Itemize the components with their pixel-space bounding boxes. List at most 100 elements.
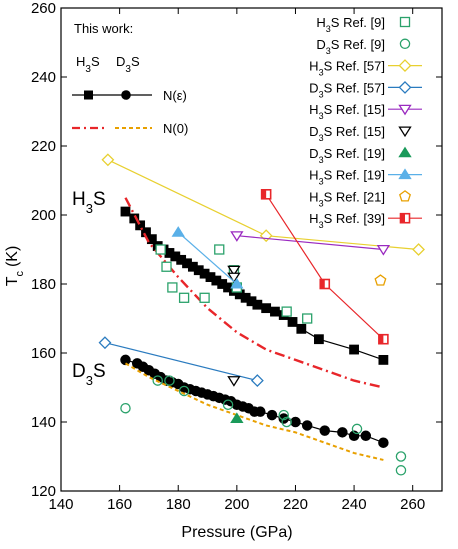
data-point	[314, 334, 324, 345]
series-ref-8	[230, 231, 391, 256]
data-point	[301, 420, 313, 431]
x-tick-label: 160	[107, 496, 132, 513]
y-tick-label: 120	[31, 483, 56, 500]
legend-entry-label: H3S Ref. [21]	[309, 189, 385, 208]
series-d3s-n-zero	[124, 362, 384, 461]
series-line	[124, 197, 384, 389]
legend-marker	[398, 104, 412, 116]
series-ref-12	[374, 274, 387, 286]
x-axis-label: Pressure (GPa)	[181, 524, 292, 541]
series-ref-5	[120, 375, 407, 476]
reference-legend: H3S Ref. [9] D3S Ref. [9] H3S Ref. [57] D3S…	[309, 15, 422, 230]
data-point	[135, 220, 146, 231]
x-tick-label: 200	[224, 496, 249, 513]
legend-entry-label: D3S Ref. [19]	[309, 146, 385, 165]
series-h3s-n-eps	[120, 206, 389, 365]
data-point	[337, 427, 348, 438]
series-line	[104, 342, 258, 382]
data-point	[412, 243, 425, 256]
legend-entry-label: D3S Ref. [9]	[316, 37, 385, 56]
data-point-fill	[261, 189, 267, 199]
legend-marker	[398, 146, 412, 158]
y-tick-label: 140	[31, 414, 56, 431]
series-ref-7	[98, 336, 264, 388]
h3s-curve-label: H3S	[72, 189, 106, 216]
series-line	[124, 362, 384, 461]
data-point	[281, 306, 292, 317]
data-point	[250, 374, 264, 388]
data-point	[290, 416, 301, 428]
data-point	[98, 336, 112, 350]
legend-marker	[399, 16, 411, 28]
series-line	[236, 235, 384, 251]
data-point	[120, 206, 131, 217]
data-point	[252, 299, 263, 310]
y-tick-label: 260	[31, 0, 56, 17]
data-point	[120, 402, 131, 414]
data-point	[230, 277, 244, 289]
data-point	[281, 416, 292, 428]
data-point	[214, 244, 225, 255]
x-tick-label: 140	[48, 496, 73, 513]
legend-entry-label: H3S Ref. [15]	[309, 102, 385, 121]
data-point	[164, 375, 175, 386]
legend-marker	[399, 38, 411, 50]
y-tick-label: 220	[31, 138, 56, 155]
data-point	[101, 153, 115, 167]
series-h3s-n-zero	[124, 197, 384, 389]
data-point	[395, 451, 407, 462]
y-tick-label: 240	[31, 69, 56, 86]
series-ref-9	[227, 265, 241, 387]
data-point	[230, 231, 244, 242]
x-tick-label: 180	[166, 496, 191, 513]
data-point	[227, 265, 241, 277]
data-point	[266, 409, 278, 421]
y-tick-label: 160	[31, 345, 56, 362]
data-point	[227, 376, 241, 387]
series-ref-10	[230, 412, 244, 424]
legend-marker	[398, 59, 412, 73]
data-point	[278, 409, 289, 421]
series-line	[125, 211, 384, 361]
legend-marker-fill	[400, 213, 405, 223]
data-point	[152, 375, 163, 386]
data-point	[374, 274, 387, 286]
data-point	[227, 272, 241, 284]
n-eps-label: N(ε)	[163, 88, 187, 103]
legend-entry-label: H3S Ref. [57]	[309, 59, 385, 78]
data-point	[161, 261, 172, 272]
data-point	[120, 354, 131, 366]
plot-series	[98, 153, 425, 476]
data-point	[351, 423, 363, 435]
legend-entry-label: D3S Ref. [15]	[309, 124, 385, 143]
data-point	[395, 465, 407, 476]
series-ref-11	[171, 226, 244, 289]
data-point	[199, 292, 210, 303]
series-ref-13	[260, 189, 389, 345]
this-work-label: This work:	[74, 21, 133, 36]
x-tick-label: 260	[400, 496, 425, 513]
data-point	[171, 226, 185, 237]
data-point	[270, 306, 280, 317]
x-tick-label: 240	[342, 496, 367, 513]
data-point	[376, 244, 391, 256]
data-point	[167, 282, 178, 293]
legend-entry-label: H3S Ref. [9]	[316, 15, 385, 34]
data-point	[178, 385, 190, 397]
d3s-curve-label: D3S	[72, 361, 106, 388]
series-line	[177, 231, 238, 285]
n-zero-label: N(0)	[163, 121, 188, 136]
data-point	[378, 437, 389, 448]
data-point	[155, 244, 166, 255]
legend-entry-label: H3S Ref. [19]	[309, 168, 385, 187]
data-point	[178, 292, 190, 303]
data-point	[319, 425, 331, 436]
legend-marker	[398, 126, 412, 138]
y-axis-label-unit: (K)	[4, 246, 21, 267]
x-tick-label: 220	[283, 496, 308, 513]
data-point	[259, 229, 273, 243]
data-point	[287, 317, 298, 327]
series-d3s-n-eps	[120, 354, 389, 448]
data-point	[230, 412, 244, 424]
